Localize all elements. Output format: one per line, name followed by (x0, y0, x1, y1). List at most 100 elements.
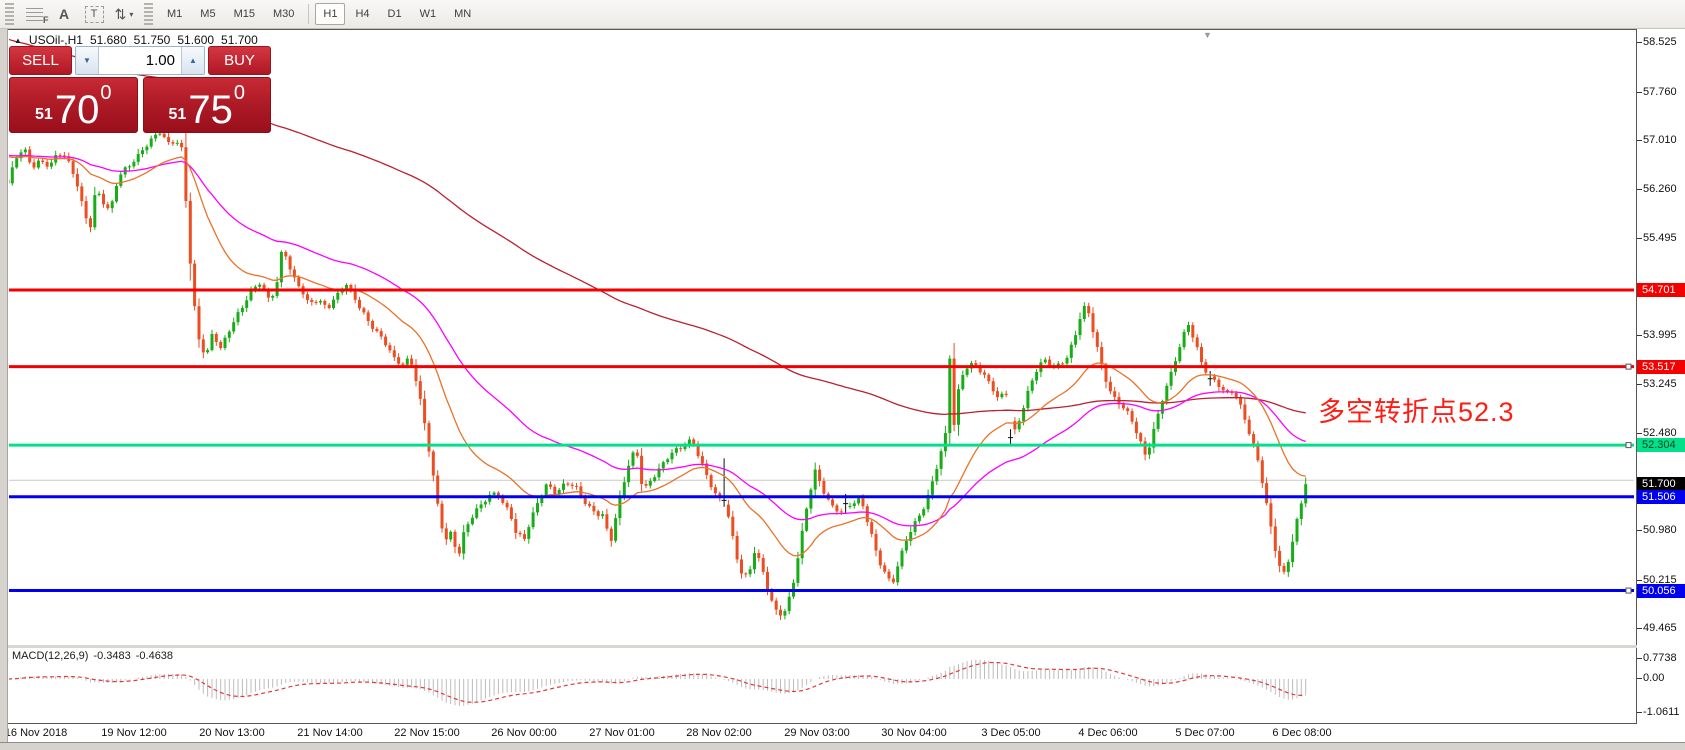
sell-price-button[interactable]: 51 70 0 (9, 77, 138, 133)
price-tick-mark (1637, 433, 1642, 435)
price-tick-mark (1637, 530, 1642, 532)
volume-decrease-button[interactable]: ▼ (76, 47, 99, 74)
macd-tick-mark (1637, 711, 1642, 713)
time-axis-label: 6 Dec 08:00 (1272, 727, 1332, 739)
window-left-edge (0, 28, 8, 750)
timeframe-button-m15[interactable]: M15 (233, 8, 255, 20)
timeframe-button-d1[interactable]: D1 (387, 8, 402, 20)
price-tick-mark (1637, 628, 1642, 630)
price-tick-label: 57.760 (1643, 85, 1677, 98)
time-axis-label: 29 Nov 03:00 (784, 727, 850, 739)
timeframe-button-m5[interactable]: M5 (200, 8, 216, 20)
timeframe-button-w1[interactable]: W1 (419, 8, 437, 20)
toolbar-separator (308, 4, 310, 24)
time-axis-label: 4 Dec 06:00 (1078, 727, 1138, 739)
macd-indicator-label: MACD(12,26,9) -0.3483 -0.4638 (12, 650, 173, 662)
fibonacci-tool-button[interactable]: F (21, 3, 49, 25)
macd-tick-mark (1637, 677, 1642, 679)
price-line-label: 51.506 (1637, 489, 1685, 504)
price-tick-mark (1637, 91, 1642, 93)
price-tick-mark (1637, 383, 1642, 385)
price-tick-mark (1637, 335, 1642, 337)
sell-price-sup: 0 (100, 82, 112, 104)
cursor-modes-button[interactable]: ⇅ ▾ (111, 3, 137, 25)
volume-input[interactable]: 1.00 (145, 52, 175, 69)
price-line-label: 50.056 (1637, 583, 1685, 598)
timeframe-button-m1[interactable]: M1 (167, 8, 183, 20)
timeframe-button-h4[interactable]: H4 (355, 8, 370, 20)
price-tick-mark (1637, 579, 1642, 581)
text-label-icon: T (84, 5, 104, 23)
toolbar-gripper[interactable] (5, 3, 14, 25)
one-click-trading-panel: SELL ▼ 1.00 ▲ BUY 51 70 0 51 75 0 (9, 46, 271, 133)
time-axis-label: 5 Dec 07:00 (1175, 727, 1235, 739)
time-axis-label: 3 Dec 05:00 (981, 727, 1041, 739)
time-axis-label: 20 Nov 13:00 (199, 727, 265, 739)
price-tick-label: 50.980 (1643, 524, 1677, 537)
price-tick-label: 53.245 (1643, 377, 1677, 390)
ohlc-high: 51.750 (133, 33, 171, 47)
timeframe-button-h1[interactable]: H1 (315, 3, 346, 25)
buy-price-big: 75 (188, 88, 233, 132)
chart-title: ▲ USOil-,H1 51.680 51.750 51.600 51.700 (14, 33, 258, 47)
time-axis-label: 27 Nov 01:00 (589, 727, 655, 739)
time-axis-label: 30 Nov 04:00 (881, 727, 947, 739)
price-tick-mark (1637, 42, 1642, 44)
time-axis-label: 19 Nov 12:00 (101, 727, 167, 739)
sell-price-prefix: 51 (35, 106, 53, 123)
buy-price-button[interactable]: 51 75 0 (142, 77, 271, 133)
buy-button[interactable]: BUY (208, 46, 271, 75)
chart-shift-marker-icon[interactable]: ▼ (1203, 30, 1212, 40)
price-line-label: 53.517 (1637, 359, 1685, 374)
toolbar-gripper[interactable] (144, 3, 153, 25)
volume-spinner: ▼ 1.00 ▲ (75, 46, 205, 75)
sell-price-big: 70 (54, 88, 100, 132)
text-label-tool-button[interactable]: T (81, 3, 107, 25)
macd-tick-label: 0.7738 (1643, 651, 1677, 664)
chart-plot-area[interactable] (7, 29, 1637, 646)
text-icon: A (58, 6, 70, 22)
price-line-label: 54.701 (1637, 283, 1685, 298)
text-tool-button[interactable]: A (51, 3, 77, 25)
timeframe-button-m30[interactable]: M30 (272, 8, 295, 20)
panel-collapse-icon[interactable]: ▲ (14, 35, 22, 45)
buy-price-prefix: 51 (168, 106, 187, 123)
macd-signal-value: -0.4638 (135, 650, 174, 662)
macd-tick-mark (1637, 657, 1642, 659)
window-bottom-edge (0, 742, 1685, 750)
panel-splitter[interactable] (7, 645, 1637, 648)
macd-value: -0.3483 (93, 650, 131, 662)
macd-tick-label: -1.0611 (1643, 705, 1680, 718)
price-tick-label: 58.525 (1643, 36, 1677, 49)
price-tick-label: 53.995 (1643, 329, 1677, 342)
ohlc-low: 51.600 (177, 33, 215, 47)
price-tick-label: 56.260 (1643, 182, 1677, 195)
chart-text-annotation[interactable]: 多空转折点52.3 (1318, 397, 1515, 427)
time-axis-label: 21 Nov 14:00 (297, 727, 363, 739)
macd-name: MACD(12,26,9) (12, 650, 89, 662)
toolbar: F A T ⇅ ▾ M1 M5 M15 M30 H1 H4 D1 W1 MN (0, 0, 1685, 29)
dropdown-caret-icon: ▾ (129, 9, 134, 19)
time-axis-label: 22 Nov 15:00 (394, 727, 460, 739)
price-tick-label: 55.495 (1643, 232, 1677, 245)
volume-increase-button[interactable]: ▲ (181, 47, 204, 74)
buy-price-sup: 0 (233, 82, 245, 104)
macd-panel[interactable] (7, 647, 1637, 724)
time-axis-label: 16 Nov 2018 (4, 727, 68, 739)
price-tick-mark (1637, 238, 1642, 240)
price-tick-label: 49.465 (1643, 622, 1677, 635)
price-tick-label: 50.215 (1643, 573, 1677, 586)
price-tick-label: 52.480 (1643, 427, 1677, 440)
price-tick-label: 57.010 (1643, 134, 1677, 147)
time-axis-label: 26 Nov 00:00 (491, 727, 557, 739)
fibonacci-icon: F (25, 7, 49, 25)
time-axis-label: 28 Nov 02:00 (686, 727, 752, 739)
cursor-arrows-icon: ⇅ (114, 5, 127, 22)
macd-tick-label: 0.00 (1643, 671, 1665, 684)
symbol-timeframe-label: USOil-,H1 (28, 33, 83, 47)
price-tick-mark (1637, 188, 1642, 190)
timeframe-button-mn[interactable]: MN (454, 8, 472, 20)
price-line-label: 52.304 (1637, 438, 1685, 453)
sell-button[interactable]: SELL (9, 46, 72, 75)
